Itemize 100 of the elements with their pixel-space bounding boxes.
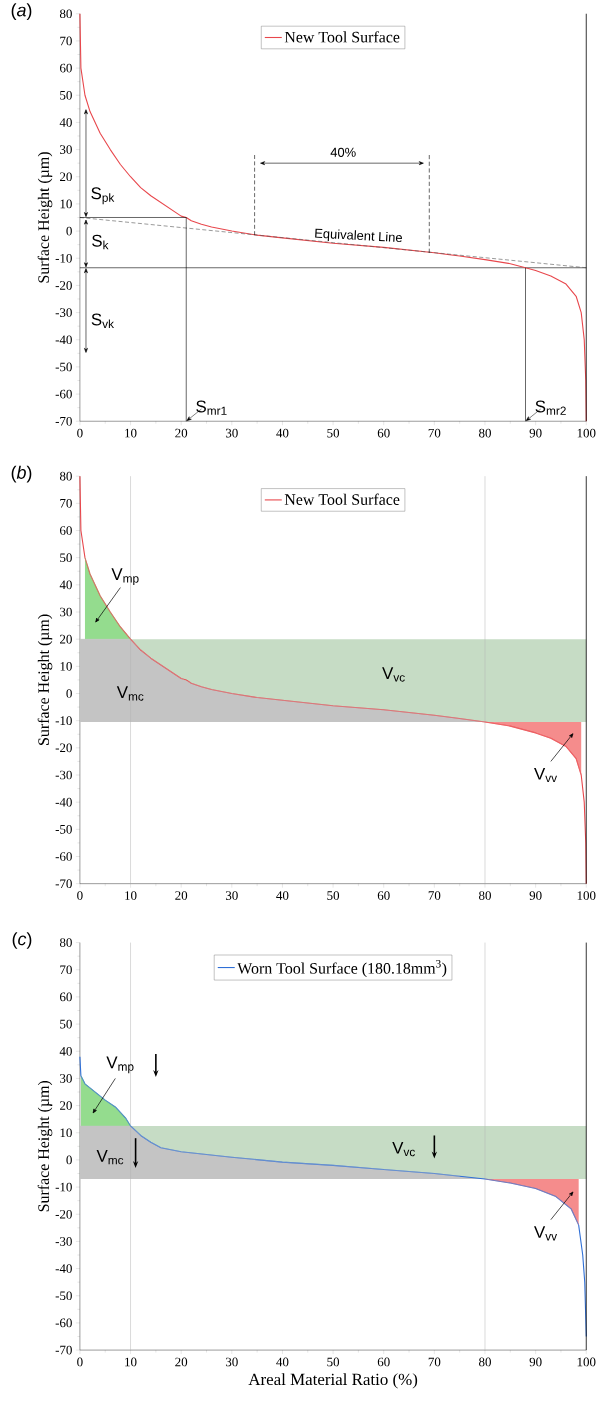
x-tick-label: 50: [327, 428, 339, 438]
x-tick-label: 60: [377, 891, 390, 900]
annotation: V$_{vc}$: [382, 667, 405, 682]
y-tick-label: -40: [55, 797, 72, 807]
y-tick-label: -40: [55, 335, 72, 345]
y-tick-label: 40: [59, 580, 72, 590]
x-tick-label: 100: [577, 428, 596, 438]
x-tick-label: 80: [478, 428, 491, 438]
x-tick-label: 50: [327, 891, 339, 900]
y-tick-label: -10: [55, 716, 72, 726]
y-tick-label: 70: [60, 36, 72, 46]
y-tick-label: 70: [60, 965, 72, 975]
y-tick-label: -70: [55, 416, 72, 426]
x-tick-label: 90: [529, 1357, 542, 1367]
x-tick-label: 40: [276, 1357, 289, 1367]
y-tick-label: -20: [55, 281, 72, 290]
x-tick-label: 70: [428, 1357, 441, 1367]
y-tick-label: 30: [59, 607, 72, 617]
x-tick-label: 80: [478, 891, 491, 900]
y-tick-label: -50: [55, 362, 72, 372]
x-tick-label: 20: [175, 428, 188, 438]
legend-label: New Tool Surface: [284, 493, 400, 505]
x-tick-label: 100: [577, 1357, 596, 1367]
x-tick-label: 0: [77, 891, 83, 900]
annotation: 40%: [330, 147, 356, 157]
y-tick-label: -60: [55, 852, 72, 861]
y-tick-label: 50: [60, 1019, 72, 1029]
x-tick-label: 40: [276, 428, 289, 438]
y-tick-label: 50: [60, 90, 72, 100]
annotation: V$_{vc}$: [392, 1141, 415, 1157]
x-tick-label: 20: [175, 891, 188, 900]
y-tick-label: 60: [59, 992, 72, 1002]
x-tick-label: 50: [327, 1357, 339, 1367]
y-tick-label: 50: [60, 553, 72, 563]
x-tick-label: 10: [125, 891, 137, 900]
y-axis-title: Surface Height (µm): [37, 1081, 53, 1212]
y-tick-label: 10: [60, 199, 72, 209]
x-tick-label: 0: [77, 428, 83, 438]
x-tick-label: 90: [529, 428, 542, 438]
x-tick-label: 10: [125, 1357, 137, 1367]
y-tick-label: 80: [59, 9, 72, 19]
y-tick-label: -60: [55, 1318, 72, 1328]
y-tick-label: -60: [55, 389, 72, 399]
x-tick-label: 30: [225, 428, 238, 438]
x-tick-label: 80: [478, 1357, 491, 1367]
y-tick-label: -10: [55, 1182, 72, 1192]
y-axis-title: Surface Height (µm): [37, 152, 53, 283]
y-tick-label: 80: [59, 938, 72, 947]
y-tick-label: 30: [59, 145, 72, 154]
y-tick-label: 20: [59, 1101, 72, 1110]
annotation: V$_{mp}$: [106, 1056, 134, 1074]
annotation: V$_{vv}$: [533, 767, 557, 783]
chart-title: (a): [11, 3, 32, 20]
y-tick-label: -30: [55, 770, 72, 780]
chart-title: (c): [12, 932, 32, 949]
y-tick-label: 60: [59, 526, 72, 535]
x-tick-label: 60: [377, 428, 390, 438]
legend-label: New Tool Surface: [284, 31, 400, 43]
y-tick-label: -10: [55, 253, 72, 263]
x-tick-label: 30: [225, 891, 238, 900]
annotation: S$_{mr2}$: [535, 400, 566, 415]
y-tick-label: 10: [60, 661, 72, 671]
y-tick-label: 10: [60, 1128, 72, 1138]
annotation: S$_{vk}$: [91, 313, 114, 328]
x-tick-label: 20: [175, 1357, 188, 1367]
y-tick-label: 20: [59, 634, 72, 644]
annotation: V$_{vv}$: [533, 1226, 557, 1241]
y-tick-label: 0: [66, 226, 72, 236]
y-tick-label: -20: [55, 1209, 72, 1219]
y-tick-label: 40: [59, 118, 72, 127]
chart-title: (b): [11, 465, 32, 483]
y-tick-label: -50: [55, 1291, 72, 1301]
y-tick-label: -40: [55, 1264, 72, 1273]
y-tick-label: -20: [55, 743, 72, 753]
annotation: S$_{mr1}$: [196, 400, 227, 415]
x-tick-label: 70: [428, 428, 441, 438]
x-tick-label: 40: [276, 891, 289, 900]
x-tick-label: 90: [529, 891, 542, 900]
legend-label: Worn Tool Surface (180.18mm$^{3}$): [237, 959, 447, 977]
y-tick-label: 40: [59, 1046, 72, 1056]
y-tick-label: 0: [66, 1155, 72, 1165]
annotation: S$_{pk}$: [91, 187, 115, 205]
y-axis-title: Surface Height (µm): [37, 614, 53, 745]
annotation: V$_{mp}$: [111, 568, 139, 586]
x-axis-title: Areal Material Ratio (%): [248, 1373, 418, 1389]
x-tick-label: 30: [225, 1357, 238, 1367]
y-tick-label: -30: [55, 1237, 72, 1246]
y-tick-label: -70: [55, 879, 72, 889]
annotation: Equivalent Line: [315, 228, 402, 243]
y-tick-label: -30: [55, 308, 72, 317]
x-tick-label: 0: [77, 1357, 83, 1367]
x-tick-label: 100: [577, 891, 596, 900]
x-tick-label: 60: [377, 1357, 390, 1367]
x-tick-label: 70: [428, 891, 441, 900]
annotation: S$_{k}$: [91, 234, 109, 250]
y-tick-label: 80: [59, 471, 72, 481]
y-tick-label: 0: [66, 689, 72, 698]
y-tick-label: 60: [59, 63, 72, 73]
y-tick-label: -70: [55, 1345, 72, 1355]
annotation: V$_{mc}$: [116, 686, 144, 701]
